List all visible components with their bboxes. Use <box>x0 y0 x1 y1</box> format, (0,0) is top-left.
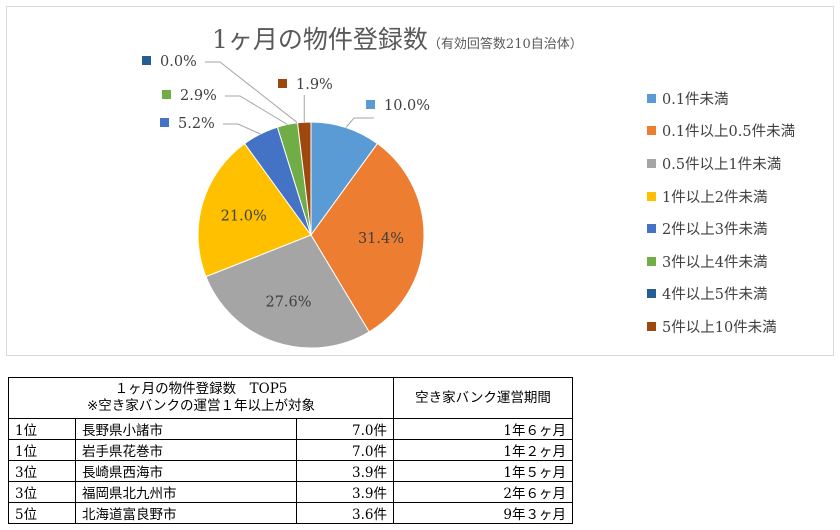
header-note: ※空き家バンクの運営１年以上が対象 <box>87 398 315 414</box>
count-cell: 7.0件 <box>296 439 394 461</box>
legend-swatch <box>647 321 656 331</box>
pie-chart: 10.0% 31.4% 27.6% 21.0% 5.2% 2.9% 0.0% 1.9% <box>142 54 430 349</box>
pie-slice <box>197 142 312 278</box>
header-period: 空き家バンク運営期間 <box>393 377 573 419</box>
data-label: 31.4% <box>358 231 404 247</box>
legend-swatch <box>647 224 656 234</box>
data-label: 27.6% <box>265 294 311 310</box>
count-cell: 3.9件 <box>296 481 394 503</box>
table-header: １ヶ月の物件登録数 TOP5 ※空き家バンクの運営１年以上が対象 空き家バンク運営… <box>8 377 573 419</box>
municipality-cell: 長崎県西海市 <box>75 460 297 482</box>
label-swatch <box>278 79 287 88</box>
legend-label: 5件以上10件未満 <box>662 319 777 336</box>
legend-item: 0.5件以上1件未満 <box>647 147 795 180</box>
period-cell: 1年６ヶ月 <box>393 418 573 440</box>
period-cell: 1年２ヶ月 <box>393 439 573 461</box>
pie-slice <box>205 234 370 349</box>
table-row: 3位 長崎県西海市 3.9件 1年５ヶ月 <box>8 460 573 482</box>
legend-item: 0.1件以上0.5件未満 <box>647 115 795 148</box>
chart-area <box>6 6 834 356</box>
rank-cell: 3位 <box>8 460 76 482</box>
leader-line <box>345 117 374 128</box>
table-row: 3位 福岡県北九州市 3.9件 2年６ヶ月 <box>8 481 573 503</box>
period-cell: 2年６ヶ月 <box>393 481 573 503</box>
data-label: 0.0% <box>160 54 197 70</box>
count-cell: 3.9件 <box>296 460 394 482</box>
municipality-cell: 北海道富良野市 <box>75 502 297 524</box>
legend-swatch <box>647 289 656 299</box>
legend: 0.1件未満 0.1件以上0.5件未満 0.5件以上1件未満 1件以上2件未満 2件以上… <box>647 82 795 343</box>
label-swatch <box>366 100 375 109</box>
rank-cell: 3位 <box>8 481 76 503</box>
municipality-cell: 岩手県花巻市 <box>75 439 297 461</box>
table-row: 1位 岩手県花巻市 7.0件 1年２ヶ月 <box>8 439 573 461</box>
data-label: 2.9% <box>180 88 217 104</box>
period-cell: 9年３ヶ月 <box>393 502 573 524</box>
legend-label: 1件以上2件未満 <box>662 189 768 206</box>
table-row: 5位 北海道富良野市 3.6件 9年３ヶ月 <box>8 502 573 524</box>
legend-swatch <box>647 256 656 266</box>
rank-cell: 1位 <box>8 439 76 461</box>
header-title: １ヶ月の物件登録数 TOP5 <box>114 381 288 397</box>
municipality-cell: 長野県小諸市 <box>75 418 297 440</box>
chart-title: 1ヶ月の物件登録数（有効回答数210自治体） <box>212 20 583 56</box>
legend-item: 2件以上3件未満 <box>647 212 795 245</box>
label-swatch <box>142 56 151 65</box>
legend-label: 4件以上5件未満 <box>662 287 768 304</box>
period-cell: 1年５ヶ月 <box>393 460 573 482</box>
data-label: 5.2% <box>178 116 215 132</box>
legend-item: 1件以上2件未満 <box>647 180 795 213</box>
legend-swatch <box>647 93 656 103</box>
leader-line <box>223 123 261 135</box>
legend-label: 2件以上3件未満 <box>662 222 768 239</box>
count-cell: 7.0件 <box>296 418 394 440</box>
table-row: 1位 長野県小諸市 7.0件 1年６ヶ月 <box>8 418 573 440</box>
legend-label: 0.1件以上0.5件未満 <box>662 124 796 141</box>
legend-swatch <box>647 126 656 136</box>
subtitle-text: （有効回答数210自治体） <box>427 37 583 52</box>
top5-table: １ヶ月の物件登録数 TOP5 ※空き家バンクの運営１年以上が対象 空き家バンク運営… <box>8 377 573 524</box>
legend-swatch <box>647 158 656 168</box>
label-swatch <box>160 118 169 127</box>
legend-swatch <box>647 191 656 201</box>
legend-label: 3件以上4件未満 <box>662 254 768 271</box>
legend-item: 4件以上5件未満 <box>647 278 795 311</box>
legend-item: 5件以上10件未満 <box>647 310 795 343</box>
legend-item: 0.1件未満 <box>647 82 795 115</box>
legend-item: 3件以上4件未満 <box>647 245 795 278</box>
municipality-cell: 福岡県北九州市 <box>75 481 297 503</box>
data-label: 21.0% <box>221 208 267 224</box>
rank-cell: 1位 <box>8 418 76 440</box>
pie-slice <box>310 142 425 333</box>
label-swatch <box>162 90 171 99</box>
leader-line <box>225 95 288 125</box>
count-cell: 3.6件 <box>296 502 394 524</box>
title-text: 1ヶ月の物件登録数 <box>212 25 428 54</box>
leader-line <box>205 61 298 124</box>
rank-cell: 5位 <box>8 502 76 524</box>
legend-label: 0.1件未満 <box>662 91 729 108</box>
data-label: 1.9% <box>296 77 333 93</box>
data-label: 10.0% <box>384 98 430 114</box>
legend-label: 0.5件以上1件未満 <box>662 156 782 173</box>
pie-slice <box>310 121 379 237</box>
